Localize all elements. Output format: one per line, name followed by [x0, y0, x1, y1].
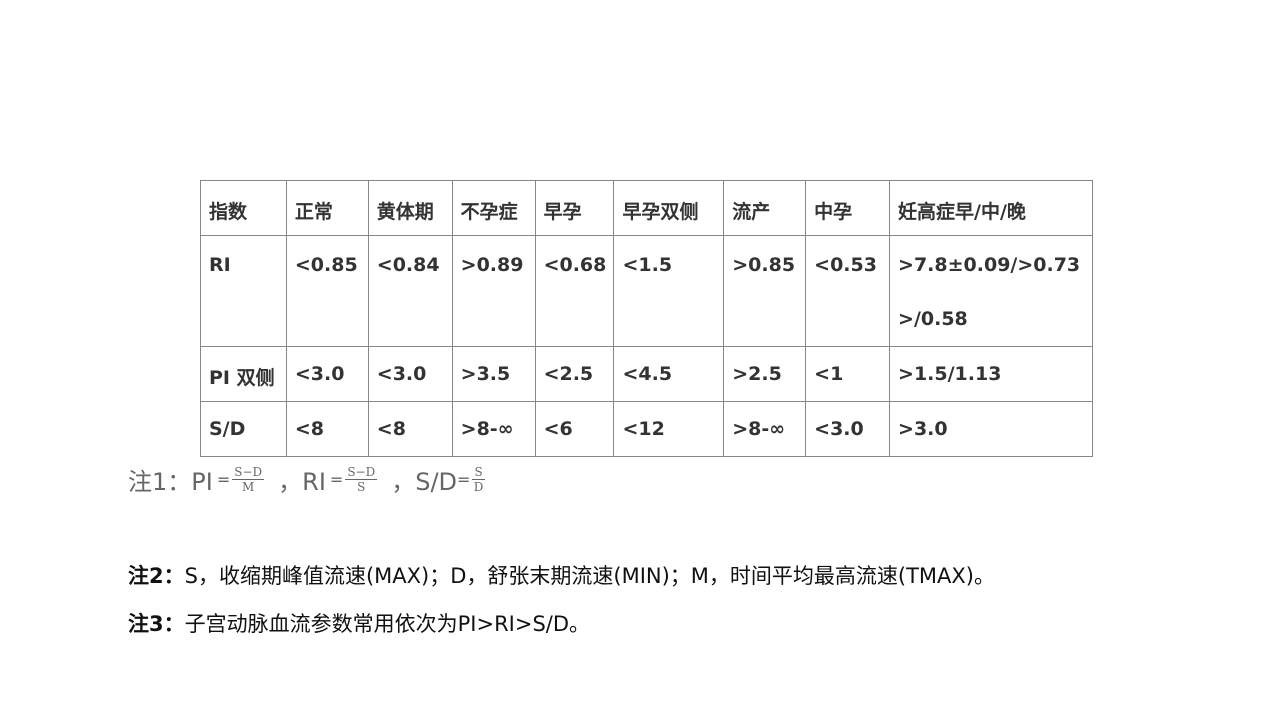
header-cell: 正常: [285, 180, 369, 236]
header-cell: 早孕双侧: [613, 180, 725, 236]
note-2-text: S，收缩期峰值流速(MAX)；D，舒张末期流速(MIN)；M，时间平均最高流速(…: [184, 564, 995, 588]
table-cell: RI: [200, 235, 287, 347]
table-cell: <0.68: [534, 235, 615, 347]
header-cell: 中孕: [805, 180, 891, 236]
table-cell: >8-∞: [451, 401, 536, 457]
ri-label: ，RI: [278, 468, 326, 496]
table-cell: >0.85: [723, 235, 807, 347]
table-cell: <8: [367, 401, 453, 457]
ri-denominator: S: [357, 480, 366, 494]
table-row: S/D <8 <8 >8-∞ <6 <12 >8-∞ <3.0 >3.0: [200, 401, 1093, 457]
table-cell: <3.0: [805, 401, 891, 457]
table-cell: <12: [613, 401, 725, 457]
table-cell: <1: [805, 346, 891, 402]
equals-sign: =: [457, 470, 471, 489]
note-1-label: 注1：PI: [128, 468, 213, 496]
table-cell: >8-∞: [723, 401, 807, 457]
sd-numerator: S: [472, 465, 485, 480]
table-cell: >2.5: [723, 346, 807, 402]
table-header-row: 指数 正常 黄体期 不孕症 早孕 早孕双侧 流产 中孕 妊高症早/中/晚: [200, 180, 1093, 236]
note-3: 注3：子宫动脉血流参数常用依次为PI>RI>S/D。: [128, 608, 590, 638]
note-3-text: 子宫动脉血流参数常用依次为PI>RI>S/D。: [184, 612, 591, 636]
note-3-label: 注3：: [128, 612, 185, 636]
equals-sign: =: [329, 470, 344, 489]
table-cell: >1.5/1.13: [889, 346, 1093, 402]
table-cell: >7.8±0.09/>0.73 >/0.58: [889, 235, 1093, 347]
table-cell: <0.84: [367, 235, 453, 347]
table-cell: PI 双侧: [200, 346, 287, 402]
table-cell: <3.0: [367, 346, 453, 402]
table-cell: >0.89: [451, 235, 536, 347]
ri-fraction: S−D S: [345, 465, 378, 494]
table-cell: >3.5: [451, 346, 536, 402]
note-2: 注2：S，收缩期峰值流速(MAX)；D，舒张末期流速(MIN)；M，时间平均最高…: [128, 560, 995, 590]
table-row: RI <0.85 <0.84 >0.89 <0.68 <1.5 >0.85 <0…: [200, 235, 1093, 347]
table-cell: <6: [534, 401, 615, 457]
table-cell: <4.5: [613, 346, 725, 402]
pi-denominator: M: [242, 480, 255, 494]
table-cell: <1.5: [613, 235, 725, 347]
sd-denominator: D: [473, 480, 484, 494]
table-cell: S/D: [200, 401, 287, 457]
header-cell: 早孕: [534, 180, 615, 236]
table-cell: <8: [285, 401, 369, 457]
sd-label: ，S/D: [391, 468, 458, 496]
header-cell: 流产: [723, 180, 807, 236]
table-cell: >3.0: [889, 401, 1093, 457]
table-row: PI 双侧 <3.0 <3.0 >3.5 <2.5 <4.5 >2.5 <1 >…: [200, 346, 1093, 402]
equals-sign: =: [216, 470, 231, 489]
pi-numerator: S−D: [232, 465, 265, 480]
header-cell: 妊高症早/中/晚: [889, 180, 1093, 236]
header-cell: 不孕症: [451, 180, 536, 236]
table-cell: <3.0: [285, 346, 369, 402]
doppler-index-table: 指数 正常 黄体期 不孕症 早孕 早孕双侧 流产 中孕 妊高症早/中/晚 RI …: [200, 180, 1093, 457]
table-cell: <0.53: [805, 235, 891, 347]
pi-fraction: S−D M: [232, 465, 265, 494]
ri-numerator: S−D: [345, 465, 378, 480]
note-2-label: 注2：: [128, 564, 185, 588]
table-cell: <0.85: [285, 235, 369, 347]
header-cell: 指数: [200, 180, 287, 236]
header-cell: 黄体期: [367, 180, 453, 236]
table-cell: <2.5: [534, 346, 615, 402]
